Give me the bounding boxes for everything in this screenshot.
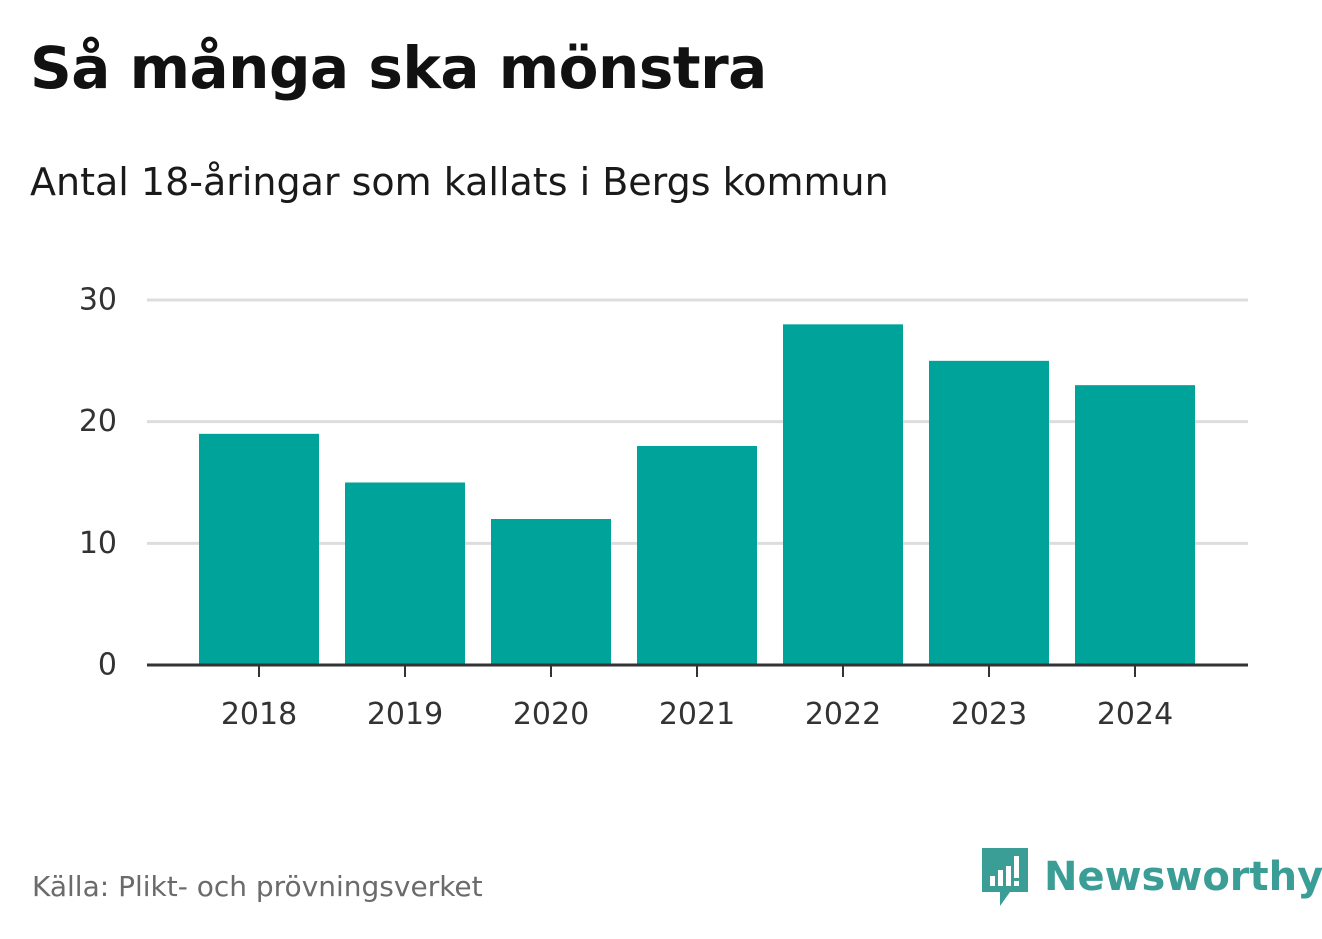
x-tick-label: 2023	[951, 697, 1027, 732]
chart-title: Så många ska mönstra	[30, 34, 767, 102]
bar	[345, 482, 465, 665]
x-tick-label: 2021	[659, 697, 735, 732]
bar	[491, 519, 611, 665]
newsworthy-logo-icon	[982, 848, 1028, 906]
bar	[199, 433, 319, 665]
bar	[783, 324, 903, 665]
chart-subtitle: Antal 18-åringar som kallats i Bergs kom…	[30, 160, 889, 204]
x-tick-label: 2020	[513, 697, 589, 732]
newsworthy-logo: Newsworthy	[980, 846, 1322, 908]
x-tick-label: 2024	[1097, 697, 1173, 732]
x-tick-label: 2019	[367, 697, 443, 732]
bar	[1075, 385, 1195, 665]
x-tick-label: 2018	[221, 697, 297, 732]
y-tick-label: 10	[79, 526, 117, 561]
x-tick-label: 2022	[805, 697, 881, 732]
brand-name: Newsworthy	[1044, 854, 1322, 900]
y-tick-label: 30	[79, 283, 117, 318]
bar	[929, 360, 1049, 665]
bar	[637, 446, 757, 665]
y-tick-label: 0	[98, 648, 117, 683]
y-tick-label: 20	[79, 404, 117, 439]
source-note: Källa: Plikt- och prövningsverket	[32, 870, 483, 903]
